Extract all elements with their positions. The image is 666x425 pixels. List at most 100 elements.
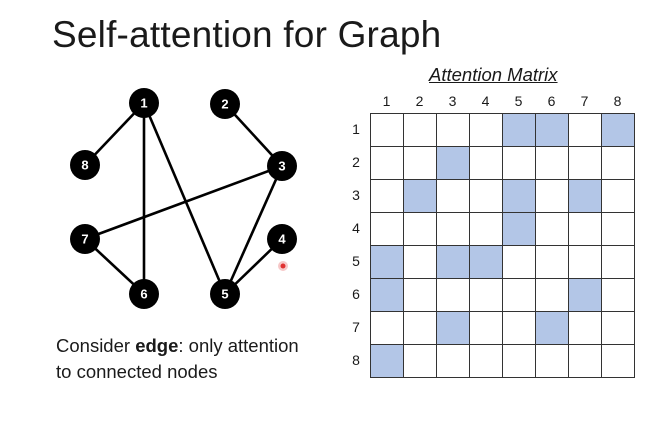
matrix-row-label-4: 4 (352, 220, 360, 236)
matrix-cell-7-1 (371, 312, 404, 345)
matrix-cell-8-6 (536, 345, 569, 378)
slide-title: Self-attention for Graph (52, 14, 442, 55)
matrix-cell-8-2 (404, 345, 437, 378)
graph-diagram: 1 2 3 4 5 6 7 8 (70, 88, 297, 309)
matrix-cell-4-3 (437, 213, 470, 246)
matrix-cell-2-2 (404, 147, 437, 180)
matrix-cell-1-3 (437, 114, 470, 147)
node-8: 8 (70, 150, 100, 180)
node-3: 3 (267, 151, 297, 181)
node-label-2: 2 (221, 97, 228, 112)
node-7: 7 (70, 224, 100, 254)
matrix-cell-3-6 (536, 180, 569, 213)
edge-3-5 (223, 165, 284, 295)
matrix-cell-1-2 (404, 114, 437, 147)
matrix-cell-8-7 (569, 345, 602, 378)
caption-suffix: : only attention (178, 335, 299, 356)
node-6: 6 (129, 279, 159, 309)
node-1: 1 (129, 88, 159, 118)
matrix-col-label-1: 1 (382, 93, 391, 109)
matrix-cell-6-7 (569, 279, 602, 312)
matrix-cell-6-3 (437, 279, 470, 312)
matrix-cell-7-8 (602, 312, 635, 345)
node-circle-6 (129, 279, 159, 309)
node-circle-8 (70, 150, 100, 180)
node-label-7: 7 (81, 232, 88, 247)
caption-line2: to connected nodes (56, 361, 218, 382)
node-circle-4 (267, 224, 297, 254)
matrix-cell-1-6 (536, 114, 569, 147)
matrix-cell-4-6 (536, 213, 569, 246)
matrix-row-label-2: 2 (352, 154, 360, 170)
matrix-cell-1-4 (470, 114, 503, 147)
matrix-cell-8-5 (503, 345, 536, 378)
matrix-cell-6-5 (503, 279, 536, 312)
node-label-6: 6 (140, 287, 147, 302)
matrix-cell-7-2 (404, 312, 437, 345)
matrix-cell-3-5 (503, 180, 536, 213)
matrix-row-label-3: 3 (352, 187, 360, 203)
cursor-dot-center (280, 263, 286, 269)
matrix-row-label-1: 1 (352, 121, 360, 137)
matrix-cell-1-8 (602, 114, 635, 147)
matrix-cell-7-4 (470, 312, 503, 345)
matrix-col-label-2: 2 (415, 93, 424, 109)
matrix-col-label-3: 3 (448, 93, 457, 109)
node-5: 5 (210, 279, 240, 309)
matrix-cell-6-4 (470, 279, 503, 312)
matrix-cell-3-2 (404, 180, 437, 213)
edge-3-7 (84, 164, 283, 241)
matrix-col-label-6: 6 (547, 93, 556, 109)
matrix-cell-8-8 (602, 345, 635, 378)
matrix-cell-4-1 (371, 213, 404, 246)
matrix-cell-3-4 (470, 180, 503, 213)
node-circle-5 (210, 279, 240, 309)
matrix-cell-1-5 (503, 114, 536, 147)
matrix-cell-5-5 (503, 246, 536, 279)
matrix-cell-2-4 (470, 147, 503, 180)
matrix-cell-6-1 (371, 279, 404, 312)
matrix-cell-7-5 (503, 312, 536, 345)
matrix-cell-3-7 (569, 180, 602, 213)
matrix-cell-4-8 (602, 213, 635, 246)
edge-1-5 (142, 102, 227, 295)
node-label-3: 3 (278, 159, 285, 174)
node-2: 2 (210, 89, 240, 119)
matrix-cell-7-7 (569, 312, 602, 345)
matrix-cell-4-2 (404, 213, 437, 246)
node-label-5: 5 (221, 287, 228, 302)
matrix-cell-5-8 (602, 246, 635, 279)
matrix-cell-5-1 (371, 246, 404, 279)
matrix-cell-3-1 (371, 180, 404, 213)
matrix-cell-2-6 (536, 147, 569, 180)
matrix-cell-6-8 (602, 279, 635, 312)
matrix-cell-5-2 (404, 246, 437, 279)
node-label-4: 4 (278, 232, 286, 247)
matrix-cell-7-6 (536, 312, 569, 345)
matrix-cell-4-4 (470, 213, 503, 246)
matrix-cell-2-5 (503, 147, 536, 180)
node-circle-2 (210, 89, 240, 119)
matrix-cell-3-8 (602, 180, 635, 213)
node-label-8: 8 (81, 158, 88, 173)
matrix-col-label-7: 7 (580, 93, 589, 109)
caption-prefix: Consider (56, 335, 136, 356)
matrix-cell-8-1 (371, 345, 404, 378)
matrix-cell-2-7 (569, 147, 602, 180)
matrix-cell-5-7 (569, 246, 602, 279)
matrix-cell-3-3 (437, 180, 470, 213)
caption-bold: edge (135, 335, 179, 356)
node-4: 4 (267, 224, 297, 254)
attention-matrix-grid (370, 113, 635, 378)
node-circle-1 (129, 88, 159, 118)
matrix-col-label-5: 5 (514, 93, 523, 109)
matrix-cell-1-1 (371, 114, 404, 147)
matrix-cell-8-4 (470, 345, 503, 378)
node-circle-7 (70, 224, 100, 254)
matrix-row-label-7: 7 (352, 319, 360, 335)
node-label-1: 1 (140, 96, 147, 111)
matrix-cell-5-6 (536, 246, 569, 279)
matrix-col-label-8: 8 (613, 93, 622, 109)
node-circle-3 (267, 151, 297, 181)
matrix-cell-2-8 (602, 147, 635, 180)
